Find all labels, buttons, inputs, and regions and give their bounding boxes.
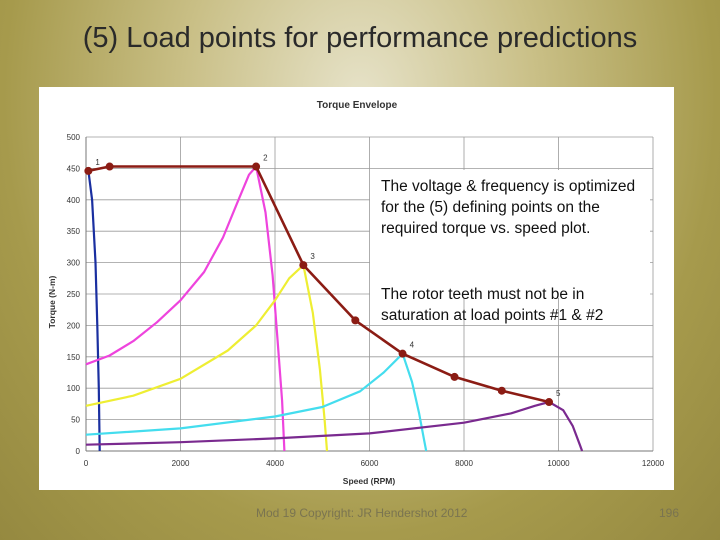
motor-curve-curve_4 xyxy=(85,352,428,452)
slide-title: (5) Load points for performance predicti… xyxy=(82,22,638,54)
y-tick-label: 250 xyxy=(67,290,81,299)
annotation-text-1: The voltage & frequency is optimized for… xyxy=(381,178,636,237)
y-tick-label: 50 xyxy=(71,416,80,425)
x-tick-label: 4000 xyxy=(266,459,284,468)
x-tick-label: 0 xyxy=(84,459,89,468)
envelope-marker xyxy=(299,261,308,270)
y-tick-label: 450 xyxy=(67,164,81,173)
envelope-marker xyxy=(252,162,261,171)
annotation-box xyxy=(370,170,650,298)
y-tick-label: 300 xyxy=(67,259,81,268)
motor-curve-curve_3 xyxy=(85,264,329,452)
y-tick-label: 150 xyxy=(67,353,81,362)
load-point-label: 3 xyxy=(310,252,315,261)
x-tick-label: 10000 xyxy=(547,459,570,468)
x-tick-label: 6000 xyxy=(361,459,379,468)
page-number: 196 xyxy=(659,506,680,520)
load-point-label: 2 xyxy=(263,154,268,163)
x-axis-label: Speed (RPM) xyxy=(343,476,396,486)
load-point-label: 5 xyxy=(556,389,561,398)
y-tick-label: 200 xyxy=(67,321,81,330)
x-tick-label: 2000 xyxy=(172,459,190,468)
y-tick-label: 500 xyxy=(67,133,81,142)
y-tick-label: 100 xyxy=(67,384,81,393)
footer-copyright: Mod 19 Copyright: JR Hendershot 2012 xyxy=(256,506,468,520)
envelope-marker xyxy=(351,316,360,325)
x-tick-label: 8000 xyxy=(455,459,473,468)
y-tick-label: 0 xyxy=(76,447,81,456)
envelope-marker xyxy=(545,398,554,407)
annotation-text-2: The rotor teeth must not be in saturatio… xyxy=(381,286,604,324)
load-point-label: 4 xyxy=(410,341,415,350)
motor-curve-curve_2 xyxy=(85,165,286,452)
y-tick-label: 400 xyxy=(67,196,81,205)
envelope-marker xyxy=(497,386,506,395)
envelope-marker xyxy=(398,349,407,358)
y-tick-label: 350 xyxy=(67,227,81,236)
y-axis-label: Torque (N-m) xyxy=(47,275,57,328)
load-point-label: 1 xyxy=(95,158,100,167)
envelope-marker xyxy=(105,162,114,171)
motor-curve-curve_5 xyxy=(85,400,584,452)
envelope-marker xyxy=(84,166,93,175)
torque-envelope-chart: Torque Envelope Speed (RPM) Torque (N-m)… xyxy=(47,100,665,486)
x-tick-label: 12000 xyxy=(642,459,665,468)
chart-title: Torque Envelope xyxy=(317,100,398,111)
motor-curve-curve_1 xyxy=(85,169,101,452)
envelope-marker xyxy=(450,372,459,381)
